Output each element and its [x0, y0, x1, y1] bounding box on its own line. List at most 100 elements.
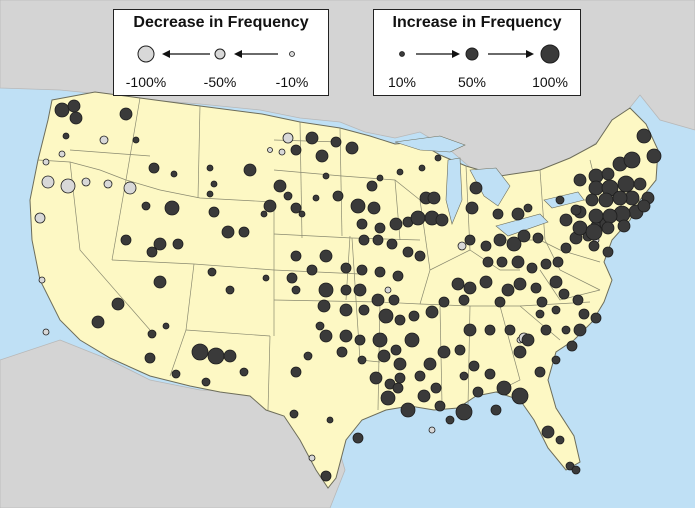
increase-station-dot — [480, 240, 492, 252]
increase-station-dot — [263, 199, 277, 213]
increase-station-dot — [369, 371, 383, 385]
increase-station-dot — [455, 403, 473, 421]
increase-station-dot — [555, 195, 565, 205]
increase-station-dot — [410, 210, 426, 226]
decrease-station-dot — [278, 148, 286, 156]
increase-station-dot — [339, 303, 353, 317]
decrease-station-dot — [34, 212, 46, 224]
increase-station-dot — [418, 164, 426, 172]
state-border — [355, 299, 361, 361]
increase-legend: Increase in Frequency 10% 50% 100% — [373, 9, 581, 96]
state-border — [111, 179, 127, 261]
legend-label-plus-10: 10% — [387, 74, 417, 90]
increase-station-dot — [435, 213, 449, 227]
increase-station-dot — [549, 275, 563, 289]
increase-station-dot — [490, 404, 502, 416]
state-border — [299, 121, 303, 239]
increase-station-dot — [303, 351, 313, 361]
increase-station-dot — [356, 218, 368, 230]
increase-station-dot — [484, 324, 496, 336]
increase-station-dot — [464, 234, 476, 246]
increase-station-dot — [523, 203, 533, 213]
increase-station-dot — [283, 191, 293, 201]
increase-station-dot — [496, 380, 512, 396]
decrease-station-dot — [384, 286, 392, 294]
increase-station-dot — [551, 355, 561, 365]
increase-station-dot — [318, 282, 334, 298]
increase-station-dot — [637, 199, 651, 213]
increase-station-dot — [602, 208, 618, 224]
increase-station-dot — [298, 210, 306, 218]
increase-station-dot — [496, 256, 508, 268]
increase-station-dot — [463, 281, 477, 295]
state-border — [273, 169, 343, 177]
increase-station-dot — [378, 308, 394, 324]
increase-station-dot — [208, 206, 220, 218]
increase-station-dot — [221, 225, 235, 239]
increase-station-dot — [530, 282, 542, 294]
increase-station-dot — [191, 343, 209, 361]
increase-station-dot — [534, 366, 546, 378]
state-border — [394, 179, 401, 241]
increase-station-dot — [578, 308, 590, 320]
increase-station-dot — [376, 174, 384, 182]
legend-dot-plus-100 — [540, 44, 560, 64]
increase-station-dot — [339, 329, 353, 343]
increase-station-dot — [54, 102, 70, 118]
increase-station-dot — [492, 208, 504, 220]
increase-station-dot — [380, 390, 396, 406]
increase-station-dot — [322, 172, 330, 180]
increase-station-dot — [601, 221, 615, 235]
state-border — [539, 269, 601, 301]
increase-station-dot — [366, 180, 378, 192]
increase-station-dot — [602, 246, 614, 258]
increase-station-dot — [558, 288, 570, 300]
increase-legend-symbols — [399, 44, 560, 64]
state-border — [69, 161, 151, 331]
increase-station-dot — [207, 347, 225, 365]
state-border — [544, 239, 601, 291]
state-border — [111, 259, 195, 265]
increase-station-dot — [504, 324, 516, 336]
increase-station-dot — [404, 332, 420, 348]
increase-station-dot — [479, 275, 493, 289]
decrease-station-dot — [123, 181, 137, 195]
increase-station-dot — [501, 283, 515, 297]
increase-station-dot — [588, 240, 600, 252]
increase-station-dot — [540, 324, 552, 336]
increase-station-dot — [588, 208, 604, 224]
lake — [495, 213, 549, 237]
increase-station-dot — [350, 198, 366, 214]
increase-station-dot — [153, 237, 167, 251]
increase-station-dot — [386, 238, 398, 250]
increase-station-dot — [132, 136, 140, 144]
increase-station-dot — [262, 274, 270, 282]
increase-station-dot — [468, 360, 480, 372]
increase-station-dot — [458, 294, 470, 306]
state-border — [69, 149, 151, 157]
increase-station-dot — [612, 190, 628, 206]
lake — [469, 167, 511, 207]
increase-station-dot — [396, 168, 404, 176]
increase-station-dot — [146, 246, 158, 258]
increase-station-dot — [459, 371, 469, 381]
state-border — [429, 249, 471, 271]
increase-station-dot — [408, 310, 420, 322]
decrease-legend-title: Decrease in Frequency — [133, 14, 309, 31]
increase-station-dot — [352, 432, 364, 444]
increase-station-dot — [69, 111, 83, 125]
increase-station-dot — [389, 217, 403, 231]
increase-station-dot — [506, 236, 522, 252]
station-dots — [34, 99, 662, 482]
increase-station-dot — [238, 226, 250, 238]
decrease-station-dot — [42, 158, 50, 166]
increase-station-dot — [513, 277, 527, 291]
increase-station-dot — [434, 400, 446, 412]
increase-station-dot — [570, 204, 582, 216]
increase-station-dot — [354, 334, 366, 346]
increase-station-dot — [289, 409, 299, 419]
increase-station-dot — [273, 179, 287, 193]
increase-station-dot — [358, 304, 370, 316]
increase-station-dot — [290, 366, 302, 378]
increase-station-dot — [317, 299, 331, 313]
